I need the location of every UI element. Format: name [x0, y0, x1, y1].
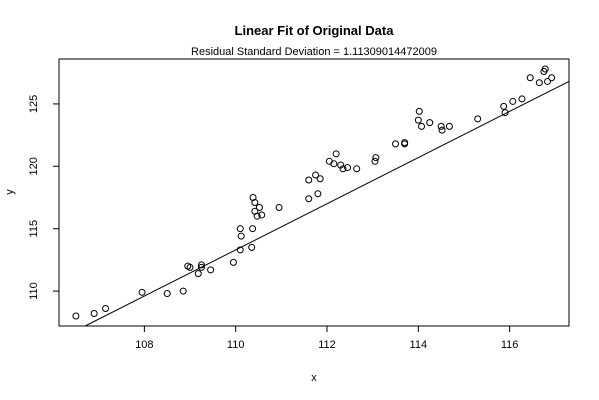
y-tick-label: 120 — [28, 157, 40, 175]
data-point — [186, 263, 194, 271]
chart-title: Linear Fit of Original Data — [235, 23, 395, 38]
data-point — [372, 154, 380, 162]
data-point — [314, 190, 322, 198]
data-point — [90, 310, 98, 318]
chart-subtitle: Residual Standard Deviation = 1.11309014… — [191, 46, 437, 58]
data-point — [418, 122, 426, 130]
data-point — [179, 287, 187, 295]
y-axis-label: y — [4, 189, 16, 195]
data-point — [325, 157, 333, 165]
fit-line-layer — [84, 80, 570, 327]
data-point — [251, 198, 259, 206]
data-point — [353, 165, 361, 173]
data-point — [426, 119, 434, 127]
data-point — [275, 203, 283, 211]
y-tick-label: 115 — [28, 220, 40, 238]
data-points — [72, 65, 556, 320]
data-point — [236, 225, 244, 233]
data-point — [330, 160, 338, 168]
data-point — [371, 157, 379, 165]
data-point — [337, 161, 345, 169]
data-point — [253, 212, 261, 220]
data-point — [305, 176, 313, 184]
data-point — [535, 79, 543, 87]
data-point — [316, 175, 324, 183]
data-point — [102, 305, 110, 313]
data-point — [548, 74, 556, 82]
data-point — [305, 195, 313, 203]
x-tick-label: 114 — [410, 339, 428, 351]
plot-frame — [58, 58, 570, 327]
data-point — [391, 140, 399, 148]
data-point — [237, 232, 245, 240]
data-point — [544, 77, 552, 85]
data-point — [541, 65, 549, 73]
y-tick-label: 110 — [28, 282, 40, 300]
data-point — [248, 243, 256, 251]
data-point — [339, 165, 347, 173]
y-tick-label: 125 — [28, 95, 40, 113]
data-point — [438, 126, 446, 134]
x-tick-label: 112 — [318, 339, 336, 351]
y-axis-ticks: 110 115 120 125 — [28, 95, 59, 300]
data-point — [500, 102, 508, 110]
data-point — [445, 122, 453, 130]
data-point — [501, 109, 509, 117]
data-point — [138, 288, 146, 296]
data-point — [526, 74, 534, 82]
x-axis-ticks: 108 110 112 114 116 — [135, 326, 518, 351]
data-point — [194, 270, 202, 278]
data-point — [207, 266, 215, 274]
data-point — [415, 107, 423, 115]
data-point — [474, 115, 482, 123]
data-point — [236, 246, 244, 254]
data-point — [249, 225, 257, 233]
data-point — [509, 97, 517, 105]
data-point — [258, 211, 266, 219]
x-axis-label: x — [311, 372, 317, 384]
data-point — [401, 140, 409, 148]
x-tick-label: 110 — [227, 339, 245, 351]
data-point — [197, 261, 205, 269]
data-point — [437, 122, 445, 130]
x-tick-label: 116 — [501, 339, 519, 351]
data-point — [518, 95, 526, 103]
data-point — [312, 171, 320, 179]
data-point — [197, 263, 205, 271]
fit-line — [84, 80, 570, 327]
data-point — [344, 164, 352, 172]
data-point — [163, 290, 171, 298]
data-point — [255, 203, 263, 211]
x-tick-label: 108 — [135, 339, 153, 351]
data-point — [72, 312, 80, 320]
data-point — [229, 258, 237, 266]
data-point — [332, 150, 340, 158]
data-point — [414, 116, 422, 124]
